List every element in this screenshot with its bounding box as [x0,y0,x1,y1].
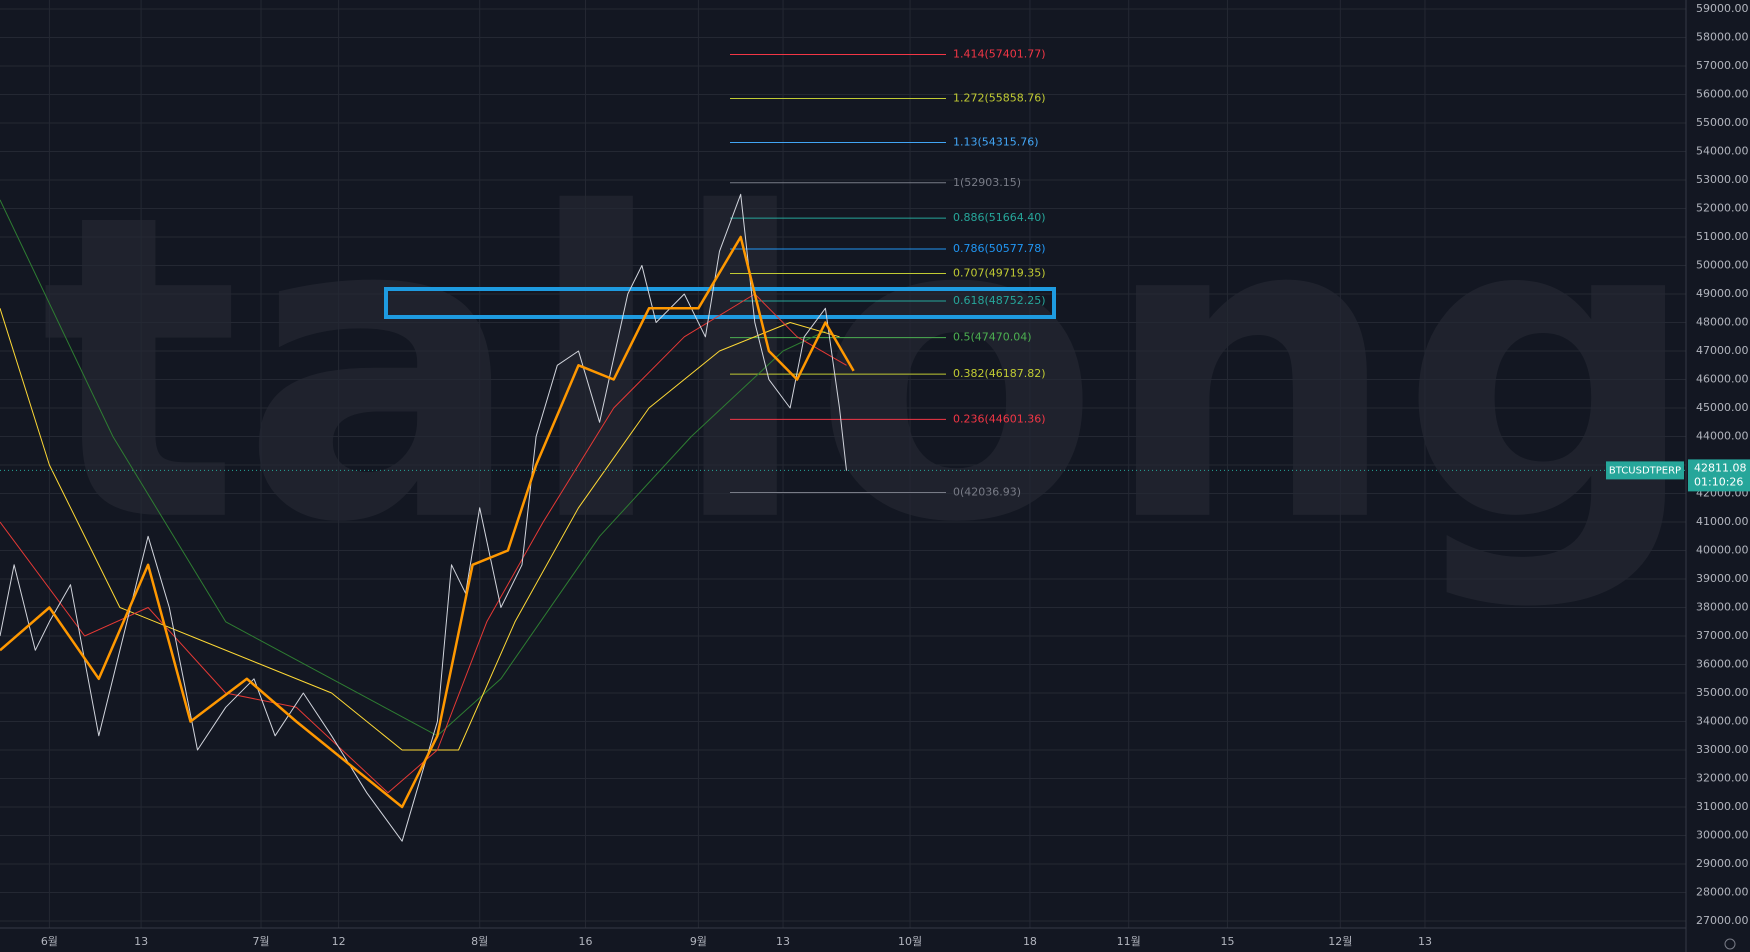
x-tick-label: 10월 [898,935,922,948]
y-tick-label: 27000.00 [1696,914,1749,927]
x-tick-label: 6월 [41,935,58,948]
y-tick-label: 36000.00 [1696,658,1749,671]
price-line [0,293,847,794]
fib-label: 1.13(54315.76) [953,136,1039,149]
fib-label: 0.236(44601.36) [953,412,1046,425]
x-tick-label: 16 [579,935,593,948]
price-line [0,199,826,737]
watermark: tallong [40,126,1700,615]
x-tick-label: 12 [332,935,346,948]
y-tick-label: 28000.00 [1696,886,1749,899]
x-tick-label: 7월 [252,935,269,948]
y-tick-label: 31000.00 [1696,800,1749,813]
y-tick-label: 33000.00 [1696,743,1749,756]
y-tick-label: 45000.00 [1696,401,1749,414]
price-label: 42811.08 [1694,461,1747,474]
y-tick-label: 29000.00 [1696,857,1749,870]
x-tick-label: 18 [1023,935,1037,948]
y-tick-label: 44000.00 [1696,430,1749,443]
fib-label: 0.618(48752.25) [953,294,1046,307]
y-tick-label: 50000.00 [1696,259,1749,272]
x-tick-label: 13 [134,935,148,948]
y-tick-label: 41000.00 [1696,515,1749,528]
y-tick-label: 38000.00 [1696,601,1749,614]
highlight-box [384,287,1056,319]
y-tick-label: 37000.00 [1696,629,1749,642]
y-tick-label: 51000.00 [1696,230,1749,243]
fib-label: 1(52903.15) [953,176,1021,189]
x-tick-label: 13 [776,935,790,948]
y-tick-label: 59000.00 [1696,2,1749,15]
x-tick-label: 11월 [1117,935,1141,948]
price-line [0,235,855,809]
y-tick-label: 32000.00 [1696,772,1749,785]
fib-label: 1.272(55858.76) [953,92,1046,105]
y-tick-label: 53000.00 [1696,173,1749,186]
y-tick-label: 49000.00 [1696,287,1749,300]
price-line [0,193,847,842]
fib-label: 0.5(47470.04) [953,331,1032,344]
y-tick-label: 58000.00 [1696,31,1749,44]
y-tick-label: 35000.00 [1696,686,1749,699]
symbol-tag [1606,461,1684,480]
fib-label: 0(42036.93) [953,485,1021,498]
x-tick-label: 13 [1418,935,1432,948]
fib-label: 0.382(46187.82) [953,367,1046,380]
y-tick-label: 54000.00 [1696,145,1749,158]
fib-label: 0.786(50577.78) [953,242,1046,255]
fib-label: 0.707(49719.35) [953,266,1046,279]
y-tick-label: 56000.00 [1696,88,1749,101]
countdown-label: 01:10:26 [1694,475,1743,488]
fib-label: 0.886(51664.40) [953,211,1046,224]
y-tick-label: 34000.00 [1696,715,1749,728]
x-tick-label: 12월 [1328,935,1352,948]
y-tick-label: 57000.00 [1696,59,1749,72]
fib-label: 1.414(57401.77) [953,48,1046,61]
y-tick-label: 55000.00 [1696,116,1749,129]
y-tick-label: 52000.00 [1696,202,1749,215]
x-tick-label: 8월 [471,935,488,948]
y-tick-label: 46000.00 [1696,373,1749,386]
y-tick-label: 47000.00 [1696,344,1749,357]
x-tick-label: 9월 [690,935,707,948]
symbol-label: BTCUSDTPERP [1609,465,1681,476]
y-tick-label: 30000.00 [1696,829,1749,842]
x-tick-label: 15 [1220,935,1234,948]
y-tick-label: 39000.00 [1696,572,1749,585]
price-tag [1688,459,1750,492]
settings-icon[interactable] [1724,938,1736,950]
y-tick-label: 48000.00 [1696,316,1749,329]
y-tick-label: 40000.00 [1696,544,1749,557]
